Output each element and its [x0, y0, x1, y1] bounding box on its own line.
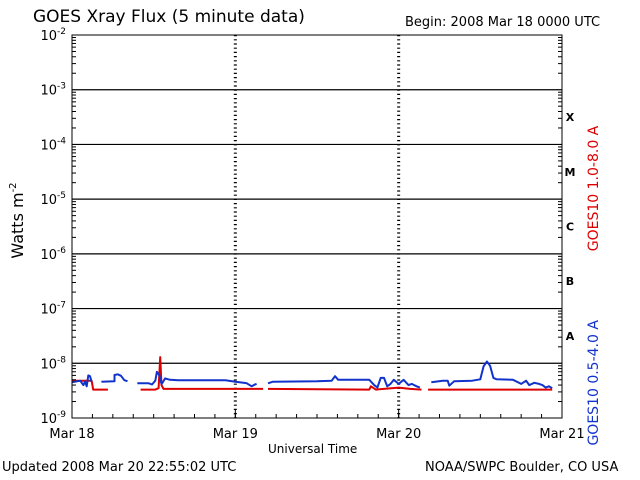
series-legend-label: GOES10 0.5-4.0 A	[586, 320, 602, 446]
x-axis-label: Universal Time	[268, 442, 358, 456]
series-line	[140, 356, 264, 391]
y-tick-label: 10-4	[40, 136, 66, 153]
credit-text: NOAA/SWPC Boulder, CO USA	[425, 460, 619, 475]
series-line	[71, 374, 93, 388]
x-tick-label: Mar 21	[539, 427, 584, 442]
x-tick-label: Mar 18	[49, 427, 94, 442]
y-axis-label: Watts m-2	[8, 182, 27, 258]
grid	[72, 35, 562, 418]
series-line	[267, 375, 421, 389]
flare-class-label: M	[565, 166, 576, 179]
flare-class-label: A	[566, 330, 575, 343]
series-line	[137, 370, 257, 388]
x-tick-label: Mar 20	[376, 427, 421, 442]
y-tick-label: 10-8	[40, 355, 66, 372]
flare-class-label: B	[566, 275, 574, 288]
series-line	[267, 385, 422, 391]
x-tick-label: Mar 19	[213, 427, 258, 442]
begin-time: Begin: 2008 Mar 18 0000 UTC	[405, 15, 601, 30]
data-series	[71, 356, 553, 391]
axes: 10-9 10-8 10-7 10-6 10-5 10-4 10-3 10-2 Mar 18 Ma…	[8, 27, 602, 446]
updated-timestamp: Updated 2008 Mar 20 22:55:02 UTC	[2, 460, 237, 475]
series-line	[72, 379, 108, 391]
y-tick-label: 10-6	[40, 246, 66, 263]
series-legend-label: GOES10 1.0-8.0 A	[586, 125, 602, 251]
series-line	[101, 373, 128, 383]
y-tick-label: 10-2	[40, 27, 66, 44]
plot-frame	[71, 34, 563, 419]
flare-class-label: C	[566, 221, 574, 234]
y-tick-label: 10-7	[40, 301, 66, 318]
series-line	[431, 360, 553, 390]
y-tick-label: 10-3	[40, 82, 66, 99]
chart-title: GOES Xray Flux (5 minute data)	[33, 7, 305, 27]
flare-class-label: X	[566, 111, 575, 124]
y-tick-label: 10-9	[40, 410, 66, 427]
y-tick-label: 10-5	[40, 191, 66, 208]
